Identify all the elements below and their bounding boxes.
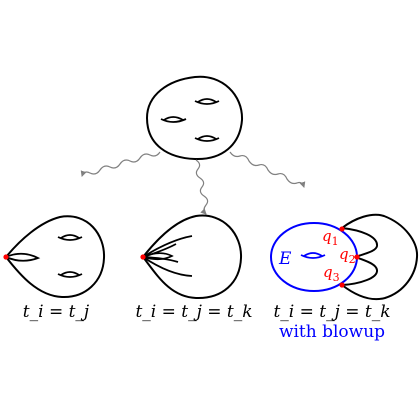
surface-outline (141, 214, 243, 300)
q1-label: q1 (322, 227, 339, 248)
exceptional-label: E (278, 249, 292, 269)
smooth-surface-top (145, 75, 244, 161)
q1-marker (339, 226, 345, 232)
handle-2 (194, 98, 220, 105)
squiggle-arrow-left (80, 151, 161, 177)
caption-left: t_i = t_j (23, 302, 90, 322)
handle-1 (160, 116, 187, 123)
surface-outline (145, 75, 244, 161)
nodal-surface-middle (140, 214, 243, 300)
squiggle-arrow-right (229, 151, 306, 188)
q3-marker (339, 282, 345, 288)
caption-middle: t_i = t_j = t_k (135, 302, 252, 322)
handle-upper (57, 234, 83, 241)
exceptional-handle (300, 252, 326, 259)
surface-outline-right (341, 213, 419, 301)
node-marker (3, 254, 9, 260)
node-marker (140, 254, 146, 260)
caption-right: t_i = t_j = t_k (273, 302, 390, 322)
surface-outline (4, 215, 106, 299)
q2-marker (354, 254, 360, 260)
blowup-surface-right: E q1 q2 q3 (270, 213, 419, 301)
caption-right-blowup: with blowup (279, 322, 385, 342)
q2-label: q2 (339, 245, 356, 266)
q3-label: q3 (323, 263, 340, 284)
pinched-handles (142, 235, 193, 277)
handle-lower (57, 271, 83, 278)
squiggle-arrow-middle (195, 159, 209, 215)
pinched-handle (5, 252, 41, 262)
handle-3 (194, 135, 220, 142)
nodal-surface-left (3, 215, 106, 299)
